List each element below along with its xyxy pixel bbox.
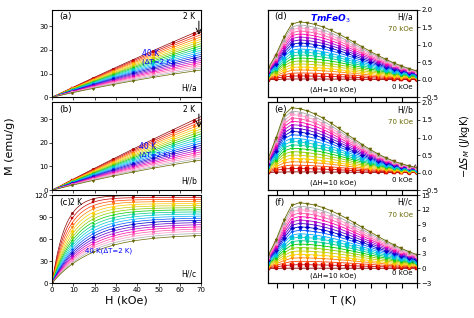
Text: (f): (f) (274, 198, 284, 207)
Text: 2 K: 2 K (183, 12, 195, 21)
Text: 40 K: 40 K (138, 142, 155, 151)
Text: 70 kOe: 70 kOe (388, 26, 413, 32)
Text: (ΔH=10 kOe): (ΔH=10 kOe) (310, 86, 356, 93)
Text: (ΔH=10 kOe): (ΔH=10 kOe) (310, 272, 356, 279)
Text: 70 kOe: 70 kOe (388, 119, 413, 125)
Text: (ΔH=10 kOe): (ΔH=10 kOe) (310, 179, 356, 186)
Text: 40 K(ΔT=2 K): 40 K(ΔT=2 K) (85, 248, 132, 254)
Text: 0 kOe: 0 kOe (392, 84, 413, 90)
Text: H//a: H//a (181, 84, 197, 93)
Text: H//c: H//c (398, 198, 413, 207)
Text: $-\Delta S_M$ (J/kgK): $-\Delta S_M$ (J/kgK) (457, 114, 472, 178)
Text: 0 kOe: 0 kOe (392, 270, 413, 276)
Text: 0 kOe: 0 kOe (392, 177, 413, 183)
Text: 2 K: 2 K (70, 198, 82, 207)
Text: (e): (e) (274, 105, 287, 114)
Text: M (emu/g): M (emu/g) (5, 117, 15, 175)
Text: (d): (d) (274, 12, 287, 21)
X-axis label: T (K): T (K) (329, 295, 356, 306)
Text: 2 K: 2 K (183, 105, 195, 114)
Text: 40 K: 40 K (142, 49, 159, 58)
Text: (ΔT=2 K): (ΔT=2 K) (138, 152, 170, 158)
Text: H//c: H//c (182, 270, 197, 279)
Text: H//b: H//b (181, 177, 197, 186)
Text: 70 kOe: 70 kOe (388, 212, 413, 218)
X-axis label: H (kOe): H (kOe) (105, 296, 148, 306)
Text: (a): (a) (60, 12, 72, 21)
Text: TmFeO$_3$: TmFeO$_3$ (310, 12, 351, 25)
Text: H//a: H//a (397, 12, 413, 21)
Text: (b): (b) (60, 105, 73, 114)
Text: H//b: H//b (397, 105, 413, 114)
Text: (ΔT=2 K): (ΔT=2 K) (142, 59, 173, 65)
Text: (c): (c) (60, 198, 72, 207)
